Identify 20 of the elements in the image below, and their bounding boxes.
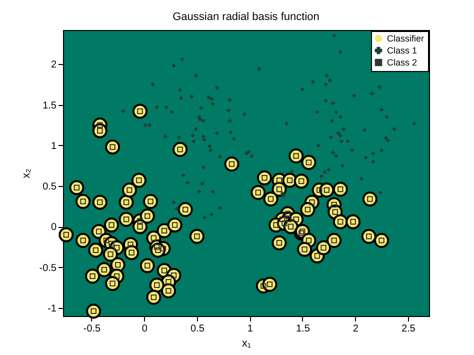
y-tick-label: -0.5 [39, 262, 57, 274]
x-tick-label: 1 [247, 324, 254, 334]
y-tick-label: 0 [50, 222, 57, 234]
x-tick-label: 2 [352, 324, 359, 334]
y-tick-label: 2 [50, 60, 57, 71]
y-tick-label: 1.5 [42, 100, 57, 112]
x-tick-label: 2.5 [401, 324, 416, 334]
x-tick-label: 0 [142, 324, 148, 334]
chart-title: Gaussian radial basis function [172, 11, 320, 23]
y-tick-label: -1 [48, 303, 57, 314]
x-tick-label: 1.5 [296, 324, 310, 334]
legend-label: Class 1 [387, 46, 418, 56]
x-axis-title: x₁ [242, 338, 252, 350]
legend-label: Classifier [387, 34, 424, 44]
legend-label: Class 2 [387, 58, 418, 68]
y-tick-label: 1 [50, 140, 57, 152]
x-tick-label: -0.5 [83, 324, 102, 334]
y-tick-label: 0.5 [42, 182, 57, 192]
x-tick-label: 0.5 [190, 324, 205, 334]
y-axis-title: x₂ [20, 168, 32, 178]
